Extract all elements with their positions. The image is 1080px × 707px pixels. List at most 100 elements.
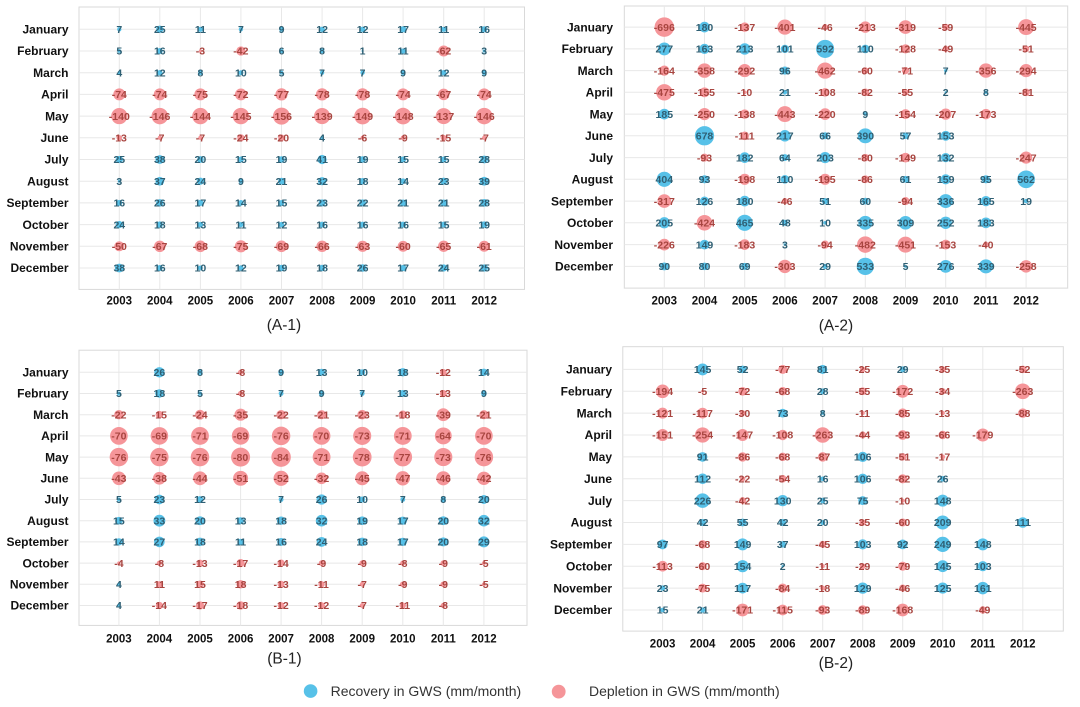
svg-text:25: 25: [478, 263, 490, 275]
svg-text:-42: -42: [476, 473, 491, 485]
svg-text:2010: 2010: [390, 295, 416, 307]
svg-text:-179: -179: [972, 430, 993, 442]
svg-text:-317: -317: [654, 196, 675, 208]
svg-text:April: April: [585, 428, 612, 442]
svg-text:2009: 2009: [890, 639, 916, 651]
svg-text:23: 23: [154, 494, 166, 506]
svg-text:July: July: [588, 494, 612, 508]
svg-text:-82: -82: [858, 87, 873, 99]
svg-text:154: 154: [734, 561, 752, 573]
svg-text:3: 3: [481, 46, 487, 58]
svg-text:-85: -85: [895, 408, 910, 420]
svg-text:April: April: [586, 86, 613, 100]
svg-text:-173: -173: [975, 109, 996, 121]
svg-text:10: 10: [195, 263, 207, 275]
svg-text:75: 75: [857, 495, 869, 507]
svg-text:-164: -164: [654, 65, 675, 77]
svg-text:-69: -69: [233, 431, 248, 443]
svg-text:August: August: [27, 514, 68, 528]
svg-text:14: 14: [478, 367, 490, 379]
svg-text:38: 38: [113, 263, 125, 275]
svg-text:26: 26: [316, 494, 328, 506]
svg-text:-482: -482: [855, 239, 876, 251]
svg-text:32: 32: [316, 176, 328, 188]
svg-text:-121: -121: [652, 408, 673, 420]
svg-text:-71: -71: [898, 65, 913, 77]
svg-text:5: 5: [279, 67, 285, 79]
svg-text:2007: 2007: [812, 295, 838, 307]
svg-text:-13: -13: [935, 408, 950, 420]
svg-text:-154: -154: [895, 109, 916, 121]
svg-text:December: December: [10, 599, 68, 613]
svg-text:-64: -64: [436, 431, 451, 443]
svg-text:-44: -44: [855, 430, 870, 442]
svg-text:2006: 2006: [772, 295, 798, 307]
svg-text:-87: -87: [815, 452, 830, 464]
svg-text:-66: -66: [315, 241, 330, 253]
svg-text:18: 18: [235, 579, 247, 591]
svg-text:2: 2: [943, 87, 949, 99]
svg-text:-7: -7: [480, 133, 489, 145]
svg-text:-11: -11: [395, 600, 410, 612]
svg-text:148: 148: [974, 539, 992, 551]
svg-text:June: June: [585, 129, 613, 143]
svg-text:7: 7: [360, 67, 366, 79]
svg-text:15: 15: [113, 515, 125, 527]
svg-text:-79: -79: [895, 561, 910, 573]
svg-text:-80: -80: [233, 452, 248, 464]
svg-text:-93: -93: [815, 605, 830, 617]
svg-text:-24: -24: [192, 409, 207, 421]
svg-text:16: 16: [113, 198, 125, 210]
svg-text:March: March: [33, 66, 68, 80]
svg-text:39: 39: [478, 176, 490, 188]
svg-text:-475: -475: [654, 87, 675, 99]
svg-text:-38: -38: [152, 473, 167, 485]
svg-text:5: 5: [116, 46, 122, 58]
svg-text:-78: -78: [355, 89, 370, 101]
svg-text:14: 14: [397, 176, 409, 188]
svg-text:-207: -207: [935, 109, 956, 121]
svg-text:October: October: [567, 216, 613, 230]
svg-text:-23: -23: [355, 409, 370, 421]
svg-text:32: 32: [316, 515, 328, 527]
svg-text:213: 213: [736, 44, 754, 56]
svg-text:23: 23: [657, 583, 669, 595]
svg-text:January: January: [566, 363, 612, 377]
svg-text:55: 55: [737, 517, 749, 529]
svg-text:-69: -69: [152, 431, 167, 443]
svg-text:-35: -35: [855, 517, 870, 529]
svg-text:July: July: [44, 153, 68, 167]
svg-text:339: 339: [977, 261, 995, 273]
svg-text:4: 4: [116, 600, 122, 612]
svg-text:7: 7: [319, 67, 325, 79]
svg-text:-17: -17: [233, 558, 248, 570]
svg-text:18: 18: [275, 515, 287, 527]
svg-text:(B-1): (B-1): [267, 650, 301, 667]
svg-text:14: 14: [235, 198, 247, 210]
svg-text:10: 10: [819, 218, 831, 230]
svg-text:4: 4: [319, 133, 325, 145]
svg-text:-146: -146: [474, 111, 495, 123]
svg-text:2003: 2003: [106, 633, 132, 645]
svg-text:-78: -78: [315, 89, 330, 101]
svg-text:2008: 2008: [309, 295, 335, 307]
svg-text:-69: -69: [274, 241, 289, 253]
svg-text:-8: -8: [439, 600, 448, 612]
svg-text:May: May: [590, 107, 614, 121]
svg-text:18: 18: [356, 537, 368, 549]
svg-text:2011: 2011: [970, 639, 996, 651]
svg-text:-137: -137: [433, 111, 454, 123]
svg-text:-8: -8: [398, 558, 407, 570]
svg-text:69: 69: [739, 261, 751, 273]
svg-text:24: 24: [195, 176, 207, 188]
svg-text:92: 92: [897, 539, 909, 551]
svg-text:23: 23: [438, 176, 450, 188]
svg-text:15: 15: [657, 605, 669, 617]
svg-text:2012: 2012: [471, 295, 497, 307]
svg-text:26: 26: [357, 263, 369, 275]
svg-text:-156: -156: [271, 111, 292, 123]
svg-text:42: 42: [697, 517, 709, 529]
svg-text:15: 15: [276, 198, 288, 210]
svg-text:9: 9: [481, 388, 487, 400]
svg-text:-303: -303: [774, 261, 795, 273]
